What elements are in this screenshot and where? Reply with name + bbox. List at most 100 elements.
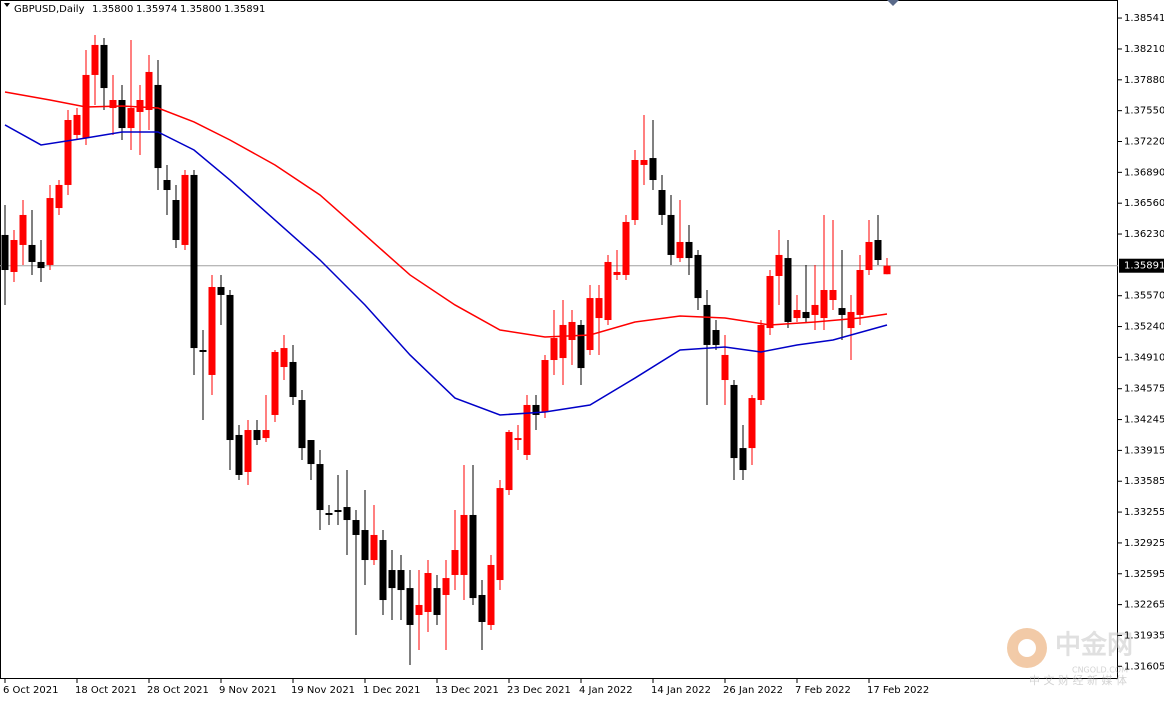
y-tick-label: 1.34245 xyxy=(1124,415,1164,426)
candle-body xyxy=(298,400,306,449)
candle-body xyxy=(145,71,153,111)
candle-body xyxy=(136,100,144,112)
candle-body xyxy=(667,214,675,255)
candle-body xyxy=(793,310,801,319)
candle-body xyxy=(343,507,351,521)
candle-body xyxy=(595,298,603,319)
candle-body xyxy=(55,184,63,209)
candle-body xyxy=(352,520,360,535)
candle-body xyxy=(577,324,585,369)
candle-body xyxy=(19,214,27,245)
candle-body xyxy=(505,431,513,491)
candle-body xyxy=(316,464,324,511)
x-tick-label: 23 Dec 2021 xyxy=(507,685,571,696)
watermark-logo-hole xyxy=(1018,639,1036,657)
candle-body xyxy=(829,290,837,301)
candle-body xyxy=(694,254,702,299)
candle-body xyxy=(127,108,135,129)
candle-body xyxy=(856,270,864,315)
watermark-logo: 中金网 xyxy=(1055,630,1133,661)
header-value: 1.35974 xyxy=(136,4,177,15)
candle-body xyxy=(874,240,882,261)
candle-body xyxy=(271,351,279,415)
candle-body xyxy=(325,513,333,515)
candle-body xyxy=(676,241,684,259)
candle-body xyxy=(244,430,252,472)
candle-body xyxy=(406,588,414,625)
candle-body xyxy=(226,294,234,441)
candle-body xyxy=(460,514,468,575)
candle-body xyxy=(523,404,531,455)
x-tick-label: 6 Oct 2021 xyxy=(3,685,58,696)
candle-body xyxy=(730,384,738,459)
candle-body xyxy=(262,430,270,439)
candle-body xyxy=(496,488,504,581)
candle-body xyxy=(253,430,261,441)
candle-body xyxy=(748,398,756,449)
watermark-tagline: 中 文 财 经 新 媒 体 xyxy=(1029,673,1127,687)
y-tick-label: 1.33255 xyxy=(1124,507,1164,518)
candle-body xyxy=(397,570,405,591)
y-tick-label: 1.36230 xyxy=(1124,229,1164,240)
y-tick-label: 1.38541 xyxy=(1124,13,1164,24)
plot-frame xyxy=(0,0,1118,679)
candle-body xyxy=(568,321,576,341)
candle-body xyxy=(721,354,729,381)
candle-body xyxy=(172,200,180,241)
candle-body xyxy=(586,298,594,351)
header-value: 1.35800 xyxy=(180,4,221,15)
current-price-label: 1.35891 xyxy=(1124,261,1164,272)
candle-body xyxy=(181,174,189,245)
candle-body xyxy=(280,348,288,368)
candle-body xyxy=(469,514,477,599)
candle-body xyxy=(775,254,783,276)
x-tick-label: 18 Oct 2021 xyxy=(75,685,137,696)
candle-body xyxy=(73,114,81,135)
candle-body xyxy=(217,287,225,295)
x-tick-label: 1 Dec 2021 xyxy=(363,685,421,696)
candle-body xyxy=(154,84,162,169)
y-tick-label: 1.32265 xyxy=(1124,600,1164,611)
candle-body xyxy=(838,308,846,315)
candle-body xyxy=(658,190,666,215)
candle-body xyxy=(100,44,108,89)
candle-body xyxy=(46,198,54,265)
candle-body xyxy=(631,160,639,221)
y-tick-label: 1.37220 xyxy=(1124,137,1164,148)
candle-body xyxy=(307,440,315,465)
candle-body xyxy=(685,241,693,259)
y-tick-label: 1.32925 xyxy=(1124,538,1164,549)
candle-body xyxy=(163,180,171,191)
candle-body xyxy=(190,174,198,349)
candle-body xyxy=(91,44,99,75)
candle-body xyxy=(424,573,432,612)
y-tick-label: 1.37550 xyxy=(1124,106,1164,117)
x-tick-label: 7 Feb 2022 xyxy=(795,685,851,696)
candle-body xyxy=(532,404,540,415)
candle-body xyxy=(388,570,396,589)
candle-body xyxy=(379,540,387,601)
candle-body xyxy=(613,271,621,275)
candle-body xyxy=(820,290,828,319)
x-tick-label: 4 Jan 2022 xyxy=(579,685,633,696)
candle-body xyxy=(784,258,792,322)
y-tick-label: 1.36890 xyxy=(1124,167,1164,178)
header-value: 1.35800 xyxy=(92,4,133,15)
candle-body xyxy=(712,330,720,345)
candle-body xyxy=(334,510,342,512)
candle-body xyxy=(10,240,18,272)
y-tick-label: 1.38210 xyxy=(1124,44,1164,55)
current-price-box xyxy=(1119,258,1164,273)
candle-body xyxy=(64,120,72,185)
y-tick-label: 1.34575 xyxy=(1124,384,1164,395)
candle-body xyxy=(766,275,774,329)
candle-body xyxy=(550,338,558,361)
y-tick-label: 1.33585 xyxy=(1124,476,1164,487)
moving-average-line xyxy=(4,124,888,416)
candle-body xyxy=(442,578,450,595)
candle-body xyxy=(703,304,711,345)
candle-body xyxy=(640,160,648,165)
x-tick-label: 17 Feb 2022 xyxy=(867,685,929,696)
candle-body xyxy=(739,448,747,471)
